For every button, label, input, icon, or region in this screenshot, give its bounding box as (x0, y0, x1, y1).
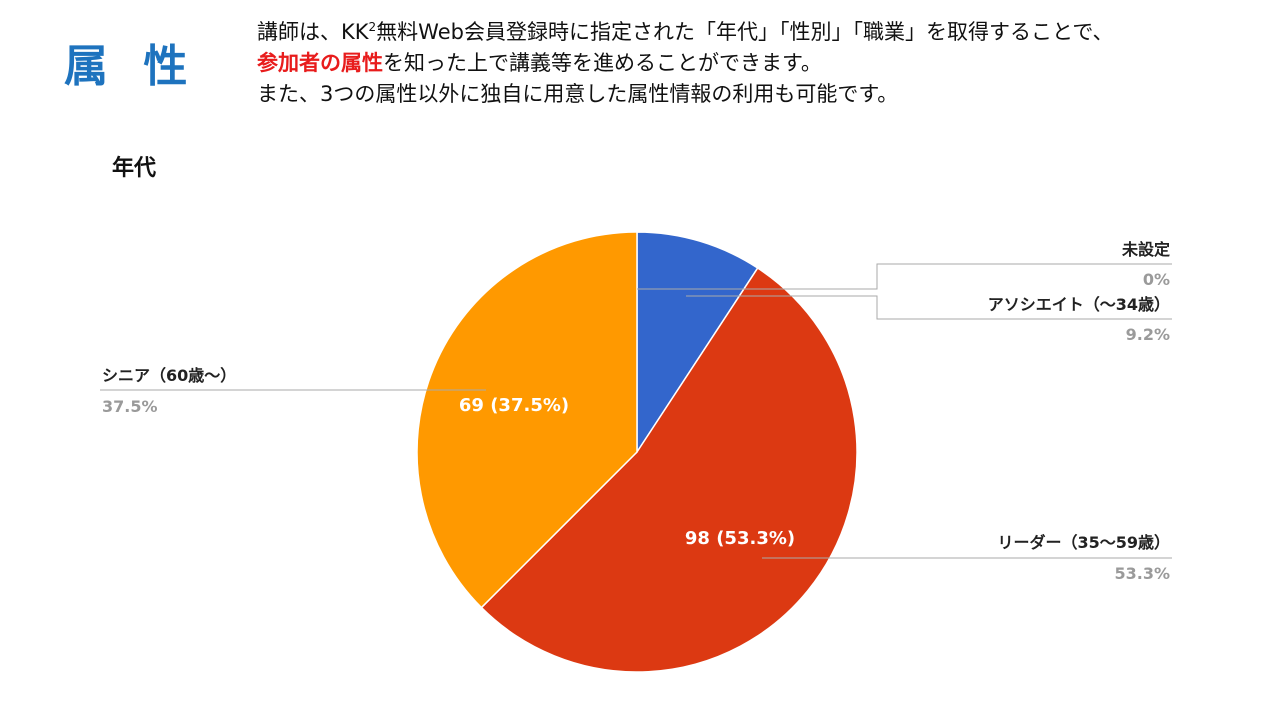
slice-senior (416, 231, 638, 609)
description: 講師は、KK2無料Web会員登録時に指定された「年代」「性別」「職業」を取得する… (257, 12, 1267, 110)
percent-associate: 9.2% (1126, 325, 1170, 344)
line1-part-b: 無料Web会員登録時に指定された「年代」「性別」「職業」を取得することで、 (376, 20, 1114, 44)
leader-lines (100, 263, 1172, 559)
description-line-3: また、3つの属性以外に独自に用意した属性情報の利用も可能です。 (257, 82, 899, 106)
inner-labels: 69 (37.5%) 98 (53.3%) (459, 395, 795, 549)
description-line-2: 参加者の属性を知った上で講義等を進めることができます。 (257, 48, 1267, 79)
page-title: 属 性 (64, 41, 198, 92)
label-associate: アソシエイト（～34歳） (988, 295, 1170, 314)
line1-superscript: 2 (368, 20, 377, 34)
slice-leader (480, 267, 858, 673)
leader-line-associate (686, 295, 1172, 320)
label-leader: リーダー（35～59歳） (997, 533, 1170, 552)
line2-rest: を知った上で講義等を進めることができます。 (383, 51, 822, 75)
description-line-1: 講師は、KK2無料Web会員登録時に指定された「年代」「性別」「職業」を取得する… (257, 12, 1267, 48)
percent-leader: 53.3% (1114, 564, 1170, 583)
percent-senior: 37.5% (102, 397, 158, 416)
outer-labels: 未設定 0% アソシエイト（～34歳） 9.2% リーダー（35～59歳） 53… (102, 240, 1170, 583)
inner-label-leader: 98 (53.3%) (685, 528, 795, 549)
slice-associate (636, 231, 759, 455)
chart-title: 年代 (112, 156, 157, 181)
label-senior: シニア（60歳～） (102, 366, 236, 385)
label-unset: 未設定 (1121, 240, 1170, 259)
percent-unset: 0% (1143, 270, 1170, 289)
highlight-text: 参加者の属性 (257, 51, 383, 75)
line1-part-a: 講師は、KK (257, 20, 369, 44)
leader-line-unset (637, 263, 1172, 290)
inner-label-senior: 69 (37.5%) (459, 395, 569, 416)
pie-slices (416, 231, 858, 673)
